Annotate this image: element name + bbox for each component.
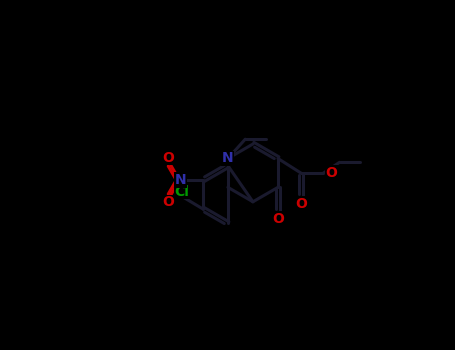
Text: O: O: [295, 197, 307, 211]
Text: N: N: [174, 173, 186, 187]
Text: Cl: Cl: [174, 185, 189, 199]
Text: N: N: [222, 152, 234, 166]
Text: O: O: [272, 212, 284, 226]
Text: O: O: [163, 151, 175, 165]
Text: O: O: [163, 195, 175, 209]
Text: O: O: [325, 166, 337, 180]
